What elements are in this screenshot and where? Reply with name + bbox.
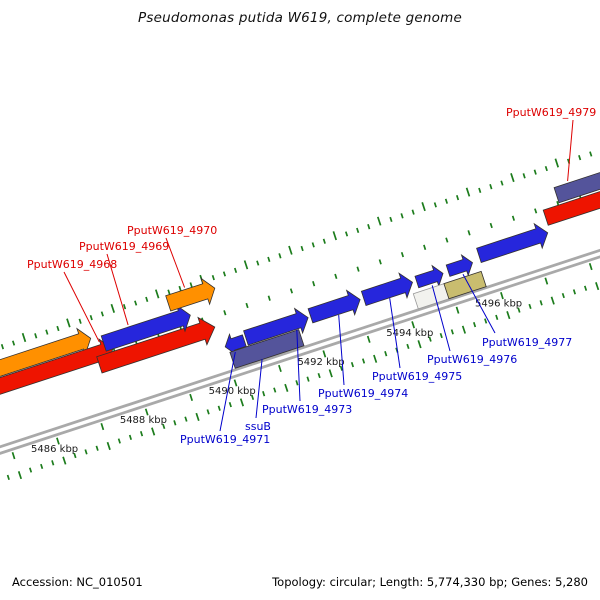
ruler-label: 5494 kbp (386, 328, 433, 339)
label-leader-line (431, 285, 451, 352)
ruler-label: 5488 kbp (120, 415, 167, 426)
ruler-label: 5492 kbp (297, 357, 344, 368)
ruler-label: 5486 kbp (31, 444, 78, 455)
label-leader-line (389, 298, 401, 369)
gene-label[interactable]: PputW619_4970 (127, 224, 217, 237)
genome-summary-text: Topology: circular; Length: 5,774,330 bp… (272, 575, 588, 589)
label-leader-line (567, 119, 574, 182)
genes-layer (0, 165, 600, 395)
page-title: Pseudomonas putida W619, complete genome (138, 10, 462, 26)
ruler-labels: 5486 kbp 5488 kbp 5490 kbp 5492 kbp 5494 kbp… (31, 299, 522, 456)
label-leader-line (255, 358, 263, 419)
label-leader-line (296, 329, 301, 402)
label-leader-line (165, 237, 186, 288)
gene-label[interactable]: PputW619_4974 (318, 387, 408, 400)
gene-khaki-box[interactable] (443, 270, 487, 300)
label-leader-line (63, 271, 100, 343)
ruler-label: 5496 kbp (475, 299, 522, 310)
genome-backbone-gap (0, 251, 600, 452)
gene-4979[interactable] (553, 165, 600, 204)
gene-4977[interactable] (445, 253, 473, 277)
gene-label[interactable]: PputW619_4979 (506, 106, 596, 119)
gene-label[interactable]: PputW619_4969 (79, 240, 169, 253)
label-leader-line (462, 273, 496, 334)
gene-blue-c[interactable] (476, 222, 549, 264)
gene-orange-a[interactable] (0, 327, 92, 385)
labels-layer: PputW619_4968 PputW619_4969 PputW619_4970 P… (27, 106, 596, 446)
gene-label[interactable]: PputW619_4975 (372, 370, 462, 383)
gene-label[interactable]: PputW619_4977 (482, 336, 572, 349)
gene-label[interactable]: PputW619_4976 (427, 353, 517, 366)
label-leader-line (106, 253, 129, 326)
gene-4974[interactable] (307, 289, 361, 324)
gene-label[interactable]: PputW619_4971 (180, 433, 270, 446)
gene-4973[interactable] (243, 307, 309, 346)
gene-red-c[interactable] (542, 184, 600, 226)
ruler-ticks (0, 151, 600, 480)
gene-4976[interactable] (414, 264, 444, 289)
gene-label[interactable]: PputW619_4973 (262, 403, 352, 416)
label-leader-line (338, 314, 345, 386)
gene-blue-b[interactable] (100, 304, 191, 352)
status-bar: Accession: NC_010501 Topology: circular;… (12, 575, 588, 589)
accession-text: Accession: NC_010501 (12, 575, 143, 589)
gene-orange-b[interactable] (165, 277, 216, 312)
label-leader-line (219, 351, 236, 432)
gene-label[interactable]: PputW619_4968 (27, 258, 117, 271)
gene-label[interactable]: ssuB (245, 420, 271, 433)
gene-4975[interactable] (360, 272, 413, 307)
ruler-label: 5490 kbp (209, 386, 256, 397)
